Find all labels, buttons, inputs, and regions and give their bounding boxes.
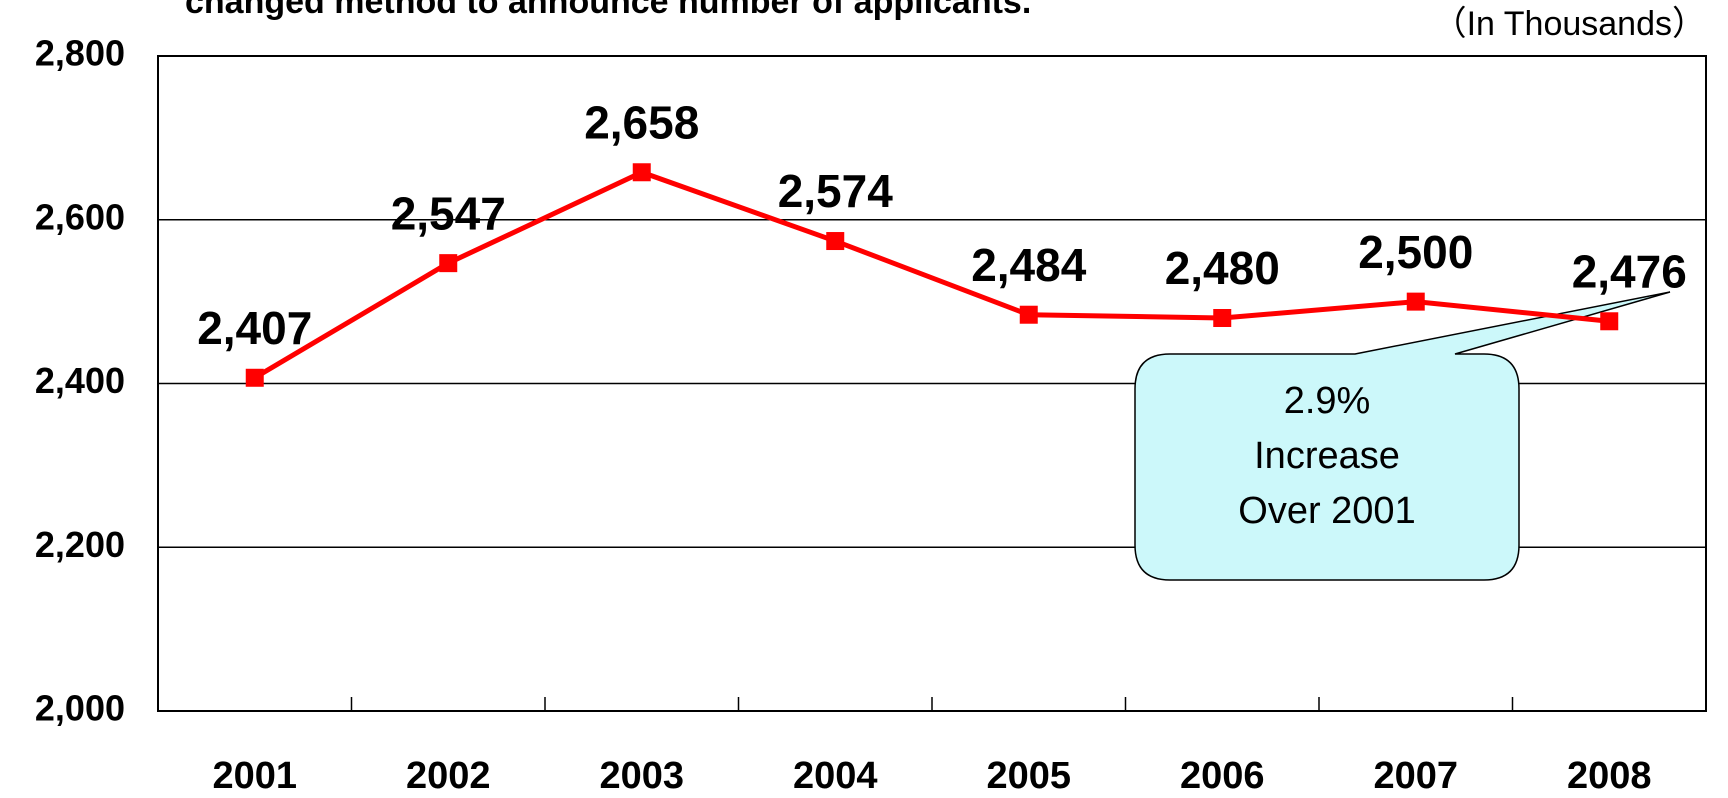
data-point (1019, 305, 1038, 324)
callout-text: Increase (1254, 435, 1400, 477)
x-tick-label: 2005 (986, 755, 1071, 797)
data-label: 2,574 (778, 165, 894, 217)
data-point (1406, 292, 1425, 311)
callout-text: 2.9% (1284, 380, 1371, 422)
callout-text: Over 2001 (1238, 490, 1415, 532)
x-tick-label: 2003 (599, 755, 684, 797)
y-tick-label: 2,800 (35, 33, 125, 74)
unit-label: （In Thousands） (1433, 5, 1706, 43)
chart-subtitle: changed method to announce number of app… (185, 0, 1031, 21)
x-tick-label: 2004 (793, 755, 878, 797)
data-label: 2,480 (1165, 242, 1280, 294)
x-tick-label: 2006 (1180, 755, 1265, 797)
y-tick-label: 2,000 (35, 688, 125, 729)
x-tick-label: 2002 (406, 755, 491, 797)
data-label: 2,500 (1358, 226, 1473, 278)
data-point (245, 368, 264, 387)
x-tick-label: 2007 (1373, 755, 1458, 797)
data-line (253, 169, 1610, 380)
callout-shape (1134, 291, 1671, 581)
y-tick-label: 2,200 (35, 524, 125, 565)
data-label: 2,547 (391, 187, 506, 239)
x-tick-label: 2008 (1567, 755, 1652, 797)
y-tick-label: 2,400 (35, 360, 125, 401)
data-point (632, 163, 651, 182)
data-point (439, 254, 458, 273)
callout: 2.9% Increase Over 2001 (1134, 291, 1671, 581)
data-label: 2,476 (1572, 245, 1687, 297)
y-tick-label: 2,600 (35, 196, 125, 237)
data-point (1213, 309, 1232, 327)
data-label: 2,407 (197, 302, 312, 354)
data-point (1600, 312, 1619, 331)
data-label: 2,484 (971, 239, 1087, 291)
x-tick-label: 2001 (212, 755, 297, 797)
data-point (826, 232, 845, 251)
data-label: 2,658 (584, 96, 699, 148)
